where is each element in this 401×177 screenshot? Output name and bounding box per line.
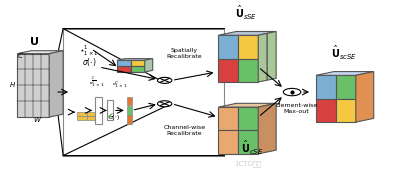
Polygon shape — [219, 35, 238, 59]
Polygon shape — [336, 99, 356, 122]
Polygon shape — [131, 60, 145, 66]
Text: C: C — [18, 53, 23, 59]
Polygon shape — [87, 116, 97, 121]
Polygon shape — [49, 51, 63, 117]
Polygon shape — [17, 54, 49, 117]
Circle shape — [158, 77, 172, 83]
Polygon shape — [219, 59, 238, 82]
Text: $\hat{\mathbf{U}}_{sSE}$: $\hat{\mathbf{U}}_{sSE}$ — [235, 4, 257, 22]
Polygon shape — [117, 66, 131, 72]
Polygon shape — [238, 107, 258, 130]
Polygon shape — [219, 32, 276, 35]
Text: Element-wise
Max-out: Element-wise Max-out — [275, 103, 317, 114]
Polygon shape — [145, 59, 153, 72]
Text: W: W — [33, 118, 40, 124]
Polygon shape — [267, 32, 276, 80]
Text: $\star^{\frac{C}{2}}_{1\times1}$: $\star^{\frac{C}{2}}_{1\times1}$ — [87, 75, 104, 90]
Circle shape — [284, 88, 301, 96]
Text: Channel-wise
Recalibrate: Channel-wise Recalibrate — [164, 125, 206, 136]
Polygon shape — [316, 72, 374, 75]
Text: $\sigma(\cdot)$: $\sigma(\cdot)$ — [108, 113, 121, 122]
Polygon shape — [131, 66, 145, 72]
FancyBboxPatch shape — [127, 115, 132, 124]
Polygon shape — [238, 35, 258, 59]
Polygon shape — [219, 103, 276, 107]
FancyBboxPatch shape — [107, 100, 113, 121]
FancyBboxPatch shape — [95, 97, 102, 124]
Polygon shape — [117, 59, 153, 60]
Circle shape — [158, 101, 172, 107]
Polygon shape — [77, 116, 87, 121]
Polygon shape — [77, 112, 87, 116]
Text: Spatially
Recalibrate: Spatially Recalibrate — [167, 48, 203, 59]
Polygon shape — [219, 107, 238, 130]
Polygon shape — [316, 75, 336, 99]
Text: $\sigma(\cdot)$: $\sigma(\cdot)$ — [82, 56, 96, 68]
FancyBboxPatch shape — [127, 106, 132, 115]
Text: $\hat{\mathbf{U}}_{cSE}$: $\hat{\mathbf{U}}_{cSE}$ — [241, 139, 263, 157]
Polygon shape — [17, 51, 63, 54]
Polygon shape — [258, 33, 267, 82]
FancyBboxPatch shape — [127, 97, 132, 105]
Text: $\star^C_{1\times1}$: $\star^C_{1\times1}$ — [111, 80, 127, 90]
Polygon shape — [219, 130, 238, 154]
Text: 1CTO博客: 1CTO博客 — [235, 161, 262, 167]
Polygon shape — [117, 60, 131, 66]
Polygon shape — [87, 112, 97, 116]
Polygon shape — [238, 59, 258, 82]
Polygon shape — [258, 103, 276, 154]
Text: $\star^1_{1\times1}$: $\star^1_{1\times1}$ — [79, 43, 99, 58]
Text: U: U — [30, 37, 38, 47]
Polygon shape — [356, 72, 374, 122]
Polygon shape — [238, 130, 258, 154]
Text: $\hat{\mathbf{U}}_{scSE}$: $\hat{\mathbf{U}}_{scSE}$ — [331, 44, 357, 62]
Text: H: H — [10, 82, 15, 88]
Polygon shape — [316, 99, 336, 122]
Polygon shape — [336, 75, 356, 99]
